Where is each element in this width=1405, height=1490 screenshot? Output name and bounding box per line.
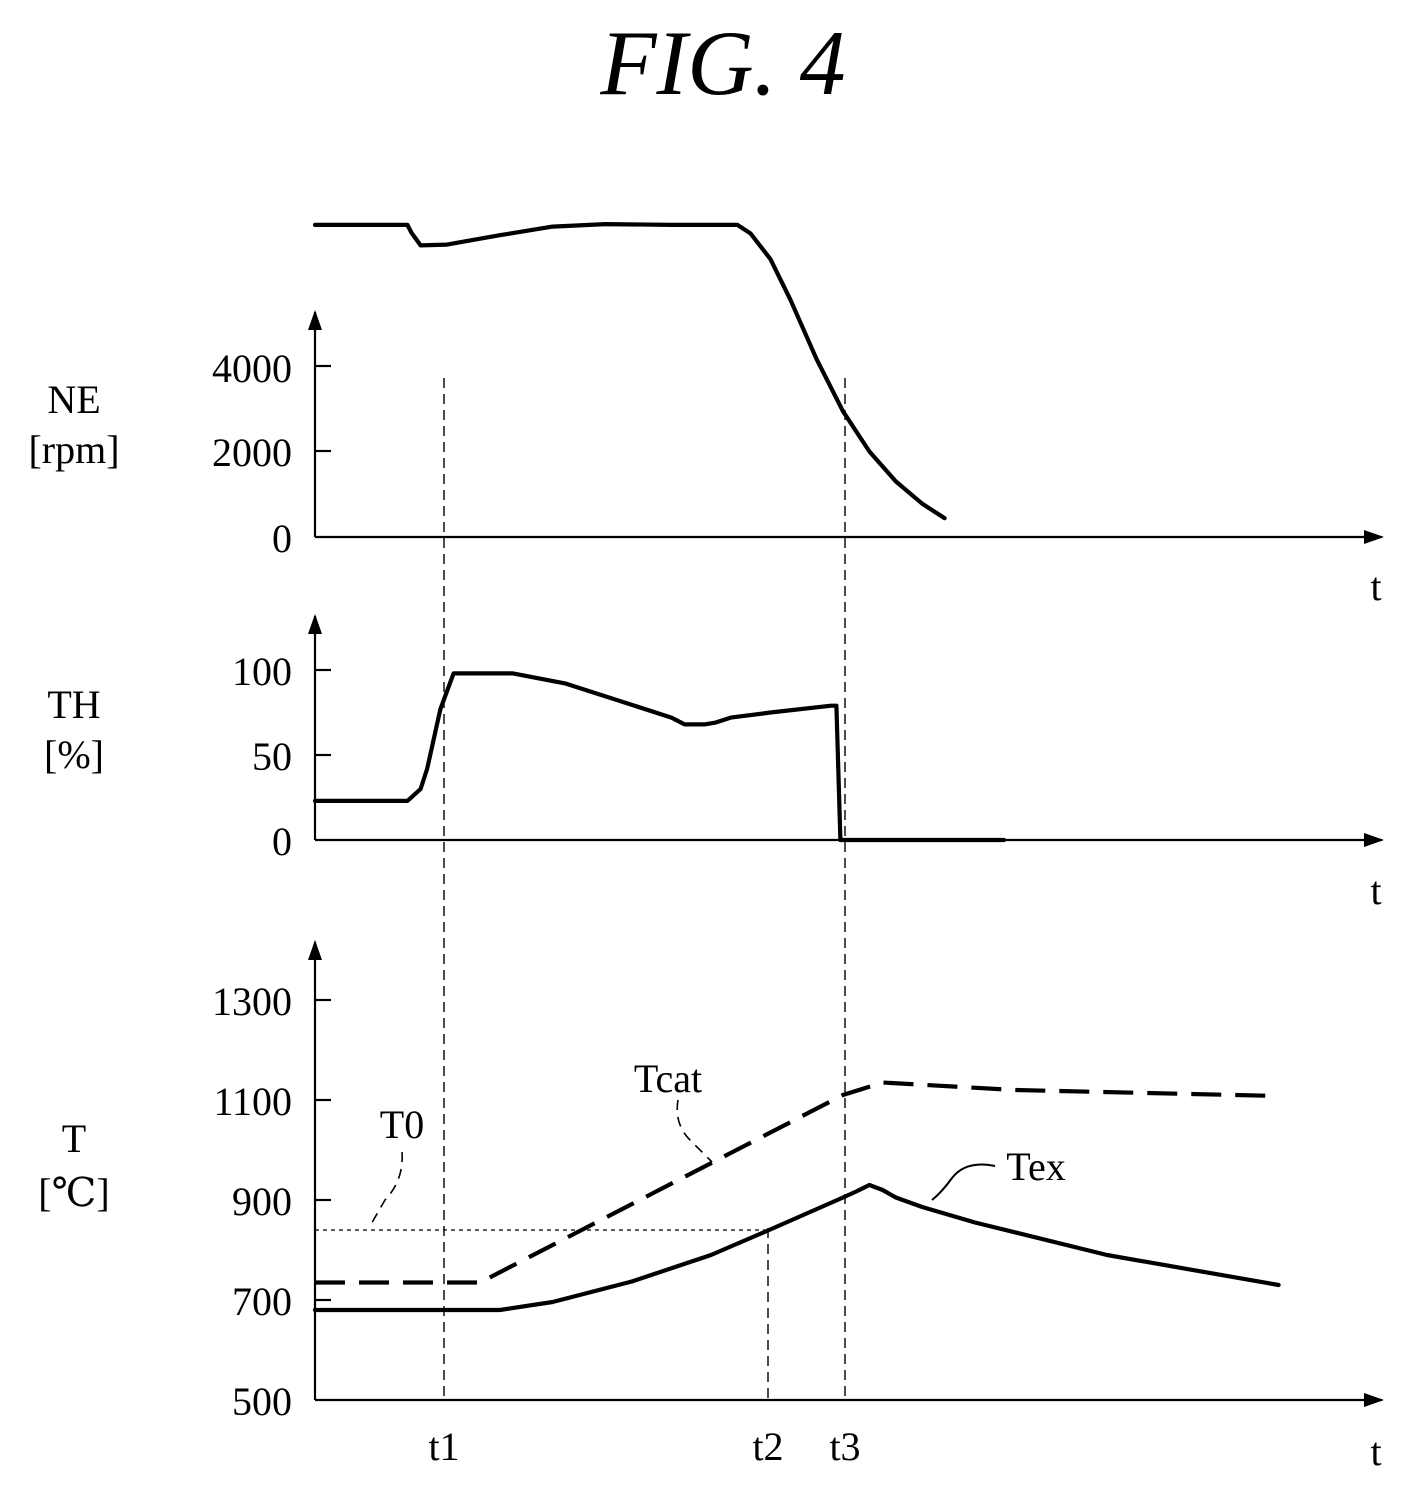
tcat-leader bbox=[676, 1099, 713, 1163]
temp-ytick-700: 700 bbox=[232, 1279, 292, 1324]
tcat-label: Tcat bbox=[634, 1056, 702, 1101]
th-series-line bbox=[312, 671, 1007, 843]
t0-leader bbox=[369, 1151, 403, 1227]
chart-ne: 4000 2000 0 NE [rpm] t bbox=[28, 222, 1384, 609]
ne-ytick-4000: 4000 bbox=[212, 346, 292, 391]
chart-temp: 1300 1100 900 700 500 T [℃] t t1 t2 t3 T… bbox=[38, 940, 1384, 1474]
tex-leader bbox=[931, 1163, 996, 1201]
temp-ylabel-unit: [℃] bbox=[38, 1170, 109, 1215]
ne-ytick-2000: 2000 bbox=[212, 430, 292, 475]
ne-series-line bbox=[312, 222, 947, 521]
th-ytick-50: 50 bbox=[252, 734, 292, 779]
tex-label: Tex bbox=[1006, 1144, 1065, 1189]
ne-xlabel: t bbox=[1370, 564, 1381, 609]
temp-ytick-1300: 1300 bbox=[212, 979, 292, 1024]
chart-th: 100 50 0 TH [%] t bbox=[44, 614, 1384, 913]
ne-ytick-0: 0 bbox=[272, 516, 292, 561]
t0-label: T0 bbox=[380, 1102, 424, 1147]
temp-xlabel: t bbox=[1370, 1429, 1381, 1474]
ne-ylabel-name: NE bbox=[47, 377, 100, 422]
temp-ylabel-name: T bbox=[62, 1116, 86, 1161]
th-xlabel: t bbox=[1370, 868, 1381, 913]
tick-t2: t2 bbox=[752, 1424, 783, 1469]
ne-ylabel-unit: [rpm] bbox=[28, 427, 119, 472]
th-ytick-100: 100 bbox=[232, 649, 292, 694]
figure-title: FIG. 4 bbox=[599, 12, 845, 114]
th-ylabel-unit: [%] bbox=[44, 732, 104, 777]
tick-t1: t1 bbox=[428, 1424, 459, 1469]
tick-t3: t3 bbox=[829, 1424, 860, 1469]
th-ylabel-name: TH bbox=[47, 682, 100, 727]
temp-ytick-500: 500 bbox=[232, 1379, 292, 1424]
tcat-series-line bbox=[315, 1080, 1279, 1285]
tex-series-line bbox=[312, 1182, 1281, 1313]
temp-ytick-900: 900 bbox=[232, 1179, 292, 1224]
temp-ytick-1100: 1100 bbox=[213, 1079, 292, 1124]
th-ytick-0: 0 bbox=[272, 819, 292, 864]
